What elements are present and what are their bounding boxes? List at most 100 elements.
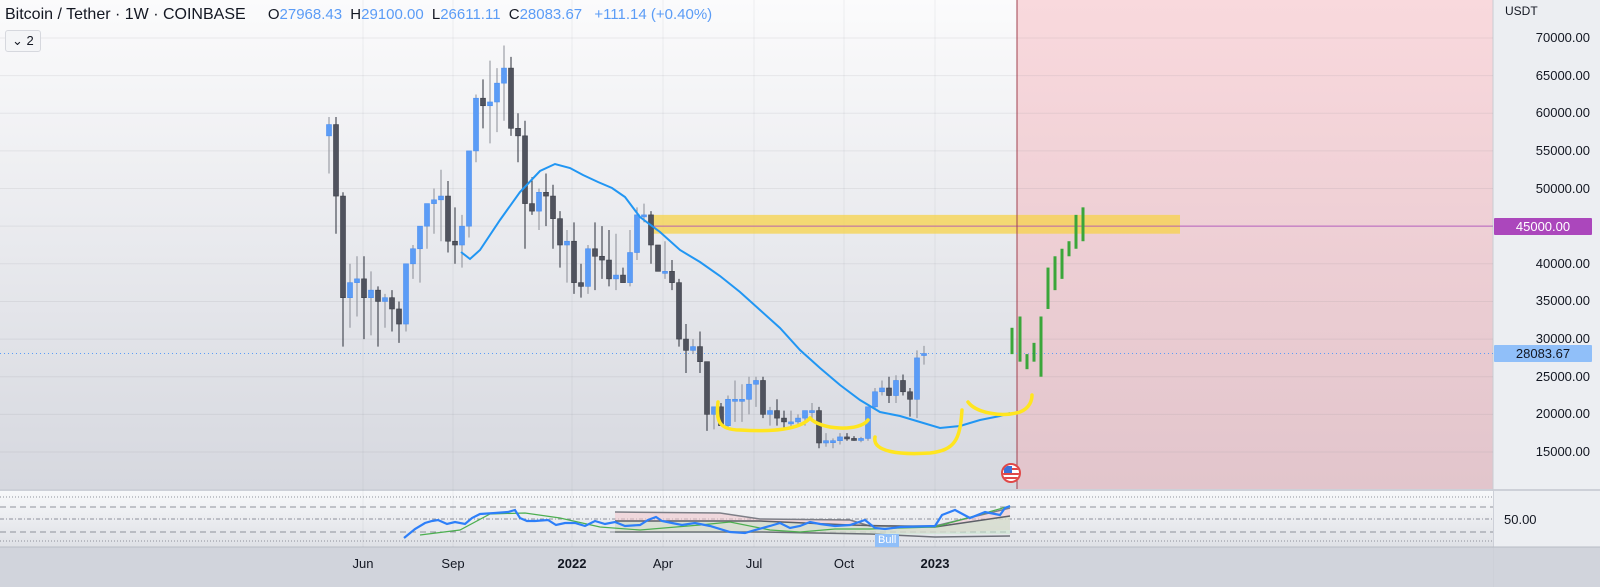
candle[interactable] (879, 380, 885, 396)
candle[interactable] (844, 433, 850, 441)
candle[interactable] (704, 361, 710, 431)
candle[interactable] (445, 181, 451, 253)
candle[interactable] (480, 79, 486, 129)
candle[interactable] (634, 207, 640, 261)
candle[interactable] (683, 324, 689, 373)
candle[interactable] (823, 433, 829, 447)
candle[interactable] (403, 263, 409, 332)
candle[interactable] (375, 286, 381, 347)
candle[interactable] (746, 376, 752, 415)
candle[interactable] (795, 414, 801, 426)
candle[interactable] (417, 225, 423, 283)
candle[interactable] (571, 222, 577, 294)
candle[interactable] (410, 244, 416, 279)
candle[interactable] (781, 410, 787, 430)
oscillator-line[interactable] (403, 504, 1011, 539)
candle[interactable] (508, 56, 514, 136)
candle[interactable] (368, 271, 374, 336)
candle[interactable] (494, 68, 500, 133)
candle[interactable] (599, 226, 605, 279)
candle[interactable] (473, 94, 479, 163)
candle[interactable] (585, 244, 591, 294)
candle[interactable] (662, 241, 668, 279)
candle[interactable] (501, 45, 507, 121)
candle[interactable] (872, 388, 878, 409)
candle[interactable] (431, 188, 437, 234)
candle[interactable] (914, 350, 920, 419)
candle[interactable] (529, 177, 535, 215)
candle[interactable] (627, 229, 633, 287)
candle[interactable] (837, 433, 843, 445)
candle[interactable] (550, 184, 556, 249)
candle[interactable] (326, 117, 332, 174)
candle[interactable] (382, 293, 388, 328)
candle[interactable] (753, 376, 759, 407)
hand-drawn-curve[interactable] (715, 400, 812, 433)
candle[interactable] (340, 192, 346, 347)
time-axis[interactable] (0, 548, 1493, 587)
candle[interactable] (732, 380, 738, 422)
symbol-title[interactable]: Bitcoin / Tether · 1W · COINBASE (5, 6, 246, 23)
candle[interactable] (669, 260, 675, 291)
candle[interactable] (921, 345, 927, 365)
candle[interactable] (536, 188, 542, 230)
price-tick-label: 50000.00 (1535, 180, 1590, 196)
candle[interactable] (900, 374, 906, 396)
candle[interactable] (676, 278, 682, 347)
hand-drawn-curve[interactable] (808, 416, 870, 430)
candle[interactable] (907, 388, 913, 417)
candle[interactable] (767, 406, 773, 426)
candle[interactable] (438, 169, 444, 242)
candle[interactable] (830, 438, 836, 449)
candle[interactable] (613, 233, 619, 291)
candle[interactable] (809, 403, 815, 419)
candle[interactable] (543, 173, 549, 227)
candle[interactable] (396, 301, 402, 343)
candle[interactable] (564, 229, 570, 283)
candle[interactable] (578, 263, 584, 298)
candle[interactable] (788, 410, 794, 428)
ohlc-close: C28083.67 (508, 6, 583, 23)
candle[interactable] (774, 399, 780, 426)
candle[interactable] (459, 214, 465, 268)
candle[interactable] (648, 211, 654, 264)
candle[interactable] (606, 229, 612, 287)
candle[interactable] (655, 244, 661, 272)
projection-bar (1032, 342, 1036, 362)
candle[interactable] (389, 290, 395, 332)
hand-drawn-curve[interactable] (966, 393, 1034, 417)
candle[interactable] (886, 376, 892, 404)
candle[interactable] (620, 267, 626, 283)
candle[interactable] (697, 331, 703, 373)
candle[interactable] (515, 113, 521, 163)
candle[interactable] (858, 436, 864, 443)
candle[interactable] (760, 376, 766, 419)
candle[interactable] (690, 339, 696, 355)
candle[interactable] (487, 60, 493, 144)
candle[interactable] (725, 395, 731, 430)
candle[interactable] (592, 222, 598, 291)
projection-bar (1060, 248, 1064, 279)
price-axis[interactable] (1493, 0, 1600, 489)
hand-drawn-curve[interactable] (873, 408, 964, 456)
candle[interactable] (452, 207, 458, 264)
resistance-zone[interactable] (650, 214, 1180, 234)
candle[interactable] (522, 120, 528, 249)
moving-average-line[interactable] (460, 162, 1011, 430)
us-flag-event-icon[interactable] (1001, 463, 1021, 483)
candle[interactable] (466, 150, 472, 238)
indicators-collapse-button[interactable]: ⌄ 2 (5, 30, 41, 52)
candle[interactable] (424, 203, 430, 249)
candle[interactable] (557, 211, 563, 268)
candle[interactable] (739, 384, 745, 422)
candle[interactable] (347, 263, 353, 328)
candle[interactable] (851, 436, 857, 441)
candle[interactable] (354, 256, 360, 317)
candle[interactable] (361, 256, 367, 340)
candle[interactable] (893, 375, 899, 404)
candle[interactable] (333, 117, 339, 234)
candle[interactable] (816, 406, 822, 449)
price-change: +111.14 (+0.40%) (594, 6, 713, 23)
